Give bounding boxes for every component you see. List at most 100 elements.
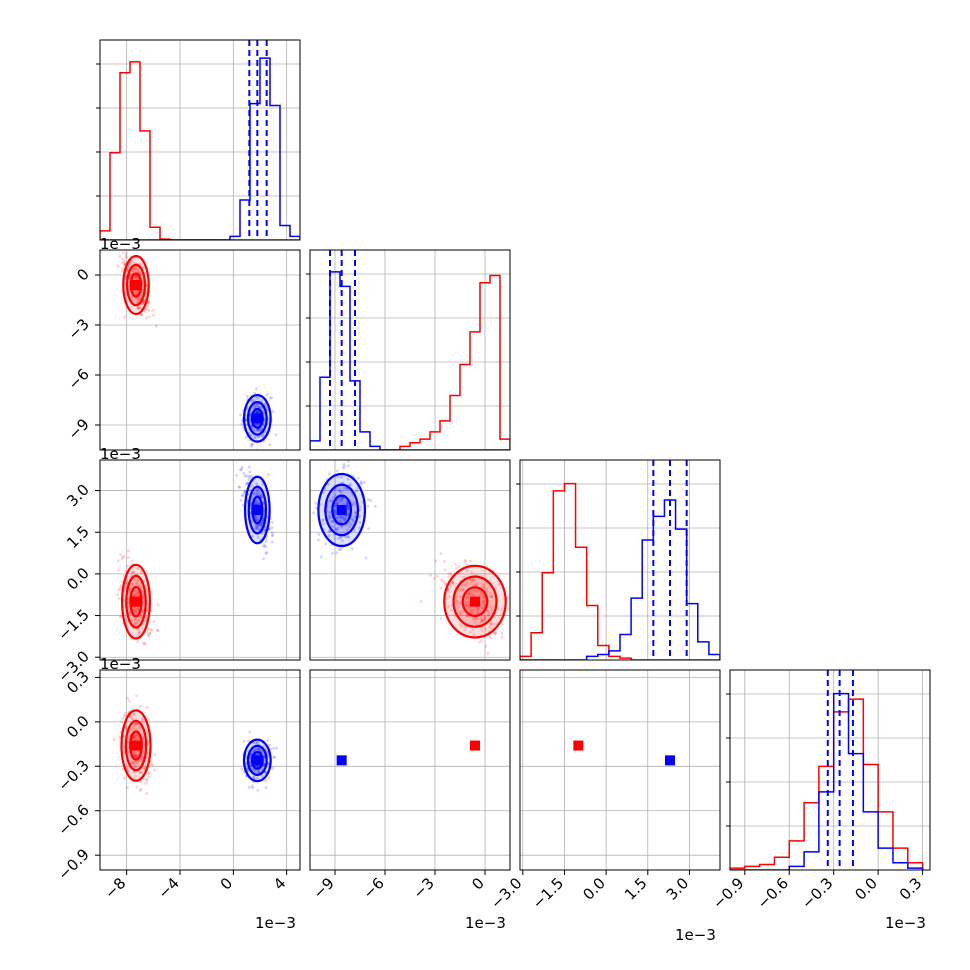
scatter-point [135,611,139,615]
scatter-point [451,581,455,585]
scatter-point [487,610,491,614]
scatter-point [465,0,468,2]
scatter-point [349,0,352,2]
scatter-point [365,0,368,2]
scatter-point [517,0,520,2]
panel-frame [309,249,511,451]
scatter-point [256,526,260,530]
scatter-point [254,489,258,493]
scatter-point [252,491,256,495]
scatter-point [135,290,139,293]
scatter-point [337,0,340,2]
scatter-point [250,484,254,488]
y-tick-label: −6 [64,365,92,393]
scatter-point [581,0,584,2]
scatter-point [577,0,580,2]
scatter-point [260,522,264,525]
scatter-point [650,0,653,2]
scatter-point [627,0,630,2]
x-tick-label: 0.0 [851,874,881,904]
scatter-point [261,434,265,438]
scatter-point [337,0,340,2]
scatter-point [486,0,489,2]
scatter-point [633,0,636,2]
scatter-point [336,516,340,520]
scatter-point [262,764,266,768]
scatter-point [341,0,344,2]
scatter-point [259,493,263,497]
scatter-point [420,0,423,2]
scatter-point [623,0,626,2]
scatter-point [576,0,579,2]
scatter-point [255,387,258,391]
scatter-point [476,0,479,2]
scatter-point [333,0,336,2]
scatter-point [243,490,247,493]
scatter-point [680,0,683,2]
scatter-point [487,0,490,2]
scatter-point [342,0,345,2]
scatter-point [475,581,479,585]
scatter-point [597,0,600,2]
scatter-point [468,0,471,2]
scatter-point [326,0,329,2]
scatter-point [347,525,351,529]
scatter-point [490,0,493,2]
scatter-point [646,0,649,2]
scatter-point [663,0,666,2]
scatter-point [347,535,350,539]
scatter-point [259,523,263,527]
scatter-point [579,0,582,2]
scatter-point [256,523,260,527]
scatter-point [572,0,575,2]
scatter-point [336,0,339,2]
scatter-point [270,531,274,535]
scatter-point [139,295,143,298]
scatter-point [327,0,330,2]
scatter-point [675,0,678,2]
gridlines [730,670,930,870]
scatter-point [489,0,492,2]
scatter-point [463,558,467,562]
scatter-point [435,574,439,578]
scatter-point [132,750,135,754]
scatter-point [556,0,559,2]
density-peak [252,413,263,424]
scatter-point [150,762,154,766]
scatter-point [595,0,598,2]
scatter-point [322,0,325,2]
scatter-point [455,599,459,603]
scatter-point [119,720,123,724]
plot-area [116,465,275,646]
scatter-point [595,0,598,2]
scatter-point [464,0,467,2]
scatter-point [121,717,125,720]
scatter-point [350,518,354,522]
scatter-point [119,614,123,618]
scatter-point [577,0,580,2]
scatter-point [447,0,450,2]
scatter-point [352,0,355,2]
scatter-point [481,0,484,2]
scatter-point [353,0,356,2]
scatter-point [578,0,581,2]
scatter-point [332,0,335,2]
panel-frame [729,669,931,871]
scatter-point [361,0,364,2]
scatter-point [696,0,699,2]
scatter-point [598,0,601,2]
scatter-point [126,696,130,700]
scatter-point [357,526,361,530]
scatter-point [586,0,589,2]
scatter-point [484,0,487,2]
scatter-point [489,621,493,625]
scatter-point [346,535,350,539]
scatter-point [482,586,486,590]
scatter-point [454,562,458,566]
scatter-point [669,0,672,2]
scatter-point [327,534,331,538]
scatter-point [358,505,362,509]
x-axis-scale-label: 1e−3 [885,914,926,932]
scatter-point [135,785,139,789]
scatter-point [667,0,670,2]
